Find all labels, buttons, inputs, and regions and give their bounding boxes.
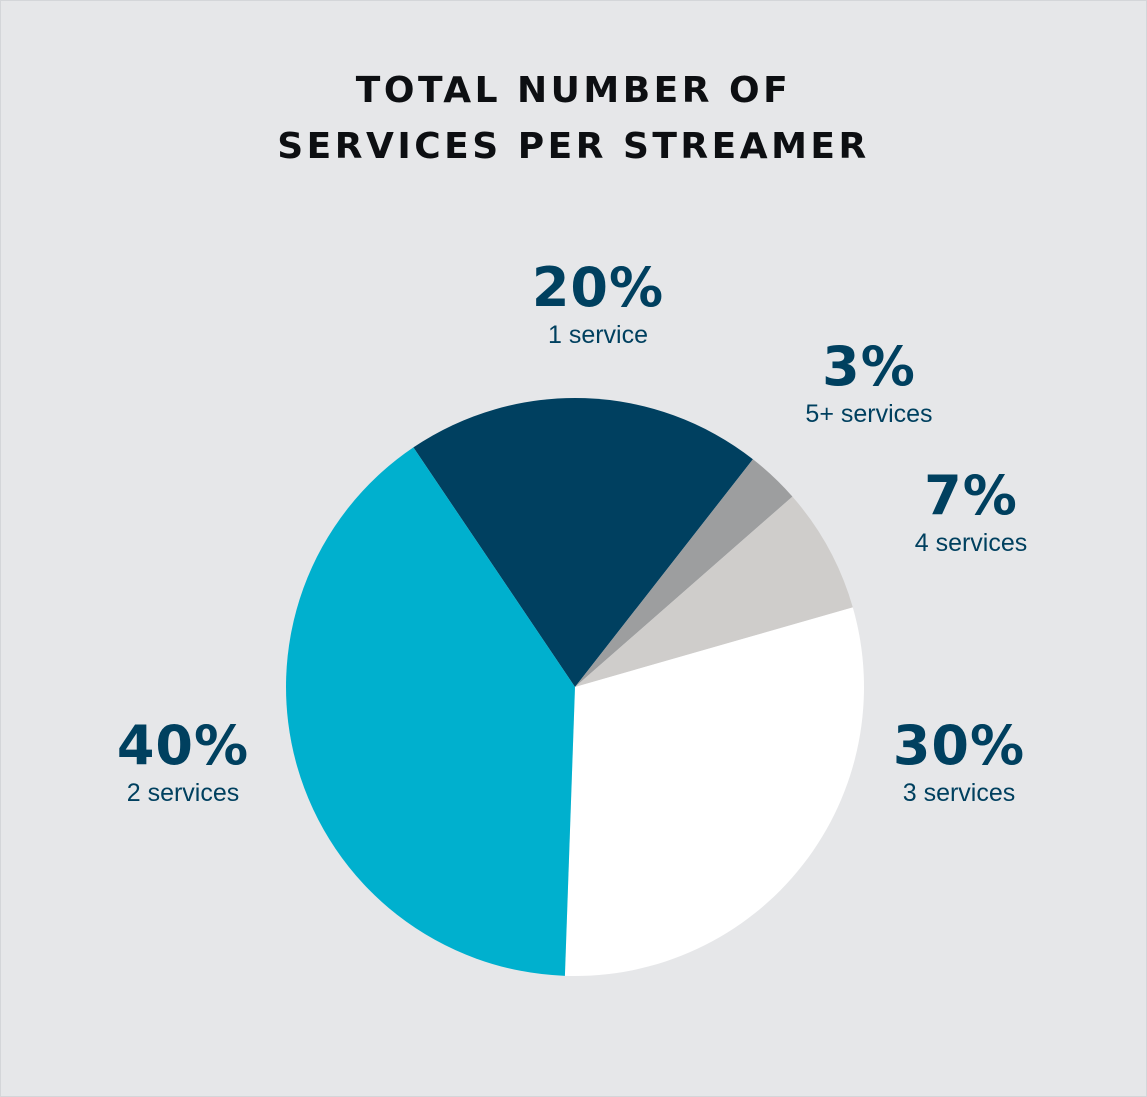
slice-value-label: 30%	[892, 714, 1026, 777]
slice-category-label: 2 services	[126, 779, 240, 807]
slice-label-4-services: 7% 4 services	[871, 467, 1071, 559]
chart-title: TOTAL NUMBER OF SERVICES PER STREAMER	[1, 63, 1146, 175]
slice-label-3-services: 30% 3 services	[859, 717, 1059, 809]
pie-slice-4-services	[575, 496, 853, 687]
slice-label-1-service: 20% 1 service	[498, 259, 698, 351]
slice-category-label: 3 services	[902, 779, 1016, 807]
slice-category-label: 1 service	[547, 321, 649, 349]
slice-category-label: 4 services	[914, 529, 1028, 557]
chart-title-line-2: SERVICES PER STREAMER	[277, 126, 870, 167]
slice-value-label: 40%	[116, 714, 250, 777]
pie-slice-1-service	[413, 397, 753, 687]
slice-value-label: 20%	[531, 256, 665, 319]
slice-value-label: 7%	[924, 464, 1018, 527]
slice-label-2-services: 40% 2 services	[83, 717, 283, 809]
chart-title-line-1: TOTAL NUMBER OF	[355, 70, 792, 111]
pie-slice-2-services	[286, 447, 575, 976]
pie-slice-5plus-services	[575, 459, 793, 687]
pie-slice-3-services	[564, 607, 864, 976]
slice-category-label: 5+ services	[805, 400, 933, 428]
slice-value-label: 3%	[822, 335, 916, 398]
slice-label-5plus-services: 3% 5+ services	[769, 338, 969, 430]
